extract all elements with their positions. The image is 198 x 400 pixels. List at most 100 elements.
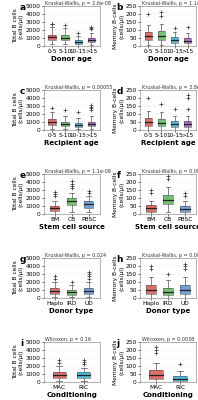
Bar bbox=[163, 195, 173, 204]
Text: Wilcoxon, p = 0.16: Wilcoxon, p = 0.16 bbox=[45, 336, 91, 342]
Bar bbox=[62, 35, 69, 40]
Bar bbox=[50, 288, 59, 294]
Bar bbox=[67, 290, 76, 295]
Text: Kruskal-Wallis, p = 0.0012: Kruskal-Wallis, p = 0.0012 bbox=[142, 253, 198, 258]
Bar bbox=[49, 119, 56, 125]
Bar bbox=[62, 122, 69, 126]
Text: e: e bbox=[20, 171, 26, 180]
Bar bbox=[67, 198, 76, 205]
Y-axis label: Total B cells
(cells/µl): Total B cells (cells/µl) bbox=[13, 9, 24, 43]
Text: j: j bbox=[116, 339, 120, 348]
Bar bbox=[158, 31, 165, 40]
Bar bbox=[49, 119, 56, 125]
Bar bbox=[184, 38, 191, 43]
Bar bbox=[146, 285, 156, 294]
Bar bbox=[49, 35, 56, 40]
Bar bbox=[62, 35, 69, 40]
Text: g: g bbox=[20, 255, 26, 264]
Text: h: h bbox=[116, 255, 123, 264]
Bar bbox=[53, 372, 66, 378]
Bar bbox=[180, 206, 190, 212]
Bar bbox=[145, 32, 152, 40]
Bar bbox=[146, 285, 156, 294]
Text: d: d bbox=[116, 87, 123, 96]
X-axis label: Recipient age: Recipient age bbox=[141, 140, 195, 146]
Bar bbox=[74, 123, 82, 127]
Bar bbox=[50, 206, 59, 211]
Bar bbox=[53, 372, 66, 378]
Bar bbox=[74, 40, 82, 44]
Bar bbox=[88, 38, 95, 42]
Bar bbox=[149, 370, 163, 379]
Y-axis label: Memory B-cells
(cells/µl): Memory B-cells (cells/µl) bbox=[113, 255, 124, 301]
Text: Kruskal-Wallis, p = 0.024: Kruskal-Wallis, p = 0.024 bbox=[45, 253, 106, 258]
X-axis label: Conditioning: Conditioning bbox=[46, 392, 97, 398]
Bar bbox=[74, 40, 82, 44]
Bar bbox=[49, 35, 56, 40]
X-axis label: Donor age: Donor age bbox=[148, 56, 188, 62]
Y-axis label: Total B cells
(cells/µl): Total B cells (cells/µl) bbox=[13, 261, 24, 295]
Text: Kruskal-Wallis, p = 0.00031: Kruskal-Wallis, p = 0.00031 bbox=[142, 169, 198, 174]
Text: Kruskal-Wallis, p = 1.1e-05: Kruskal-Wallis, p = 1.1e-05 bbox=[142, 1, 198, 6]
Bar bbox=[163, 195, 173, 204]
Bar bbox=[50, 206, 59, 211]
Bar bbox=[173, 376, 187, 381]
Bar bbox=[173, 376, 187, 381]
Bar bbox=[184, 38, 191, 43]
Text: Kruskal-Wallis, p = 1.1e-09: Kruskal-Wallis, p = 1.1e-09 bbox=[45, 169, 111, 174]
Bar bbox=[171, 37, 178, 43]
Text: Kruskal-Wallis, p = 2.6e-08: Kruskal-Wallis, p = 2.6e-08 bbox=[45, 1, 111, 6]
Bar bbox=[158, 119, 165, 126]
Bar bbox=[158, 119, 165, 126]
X-axis label: Donor age: Donor age bbox=[51, 56, 92, 62]
Text: Kruskal-Wallis, p = 0.00055: Kruskal-Wallis, p = 0.00055 bbox=[45, 85, 113, 90]
Bar bbox=[158, 31, 165, 40]
Bar bbox=[171, 121, 178, 127]
Bar bbox=[84, 201, 93, 208]
Text: i: i bbox=[20, 339, 23, 348]
Bar bbox=[88, 122, 95, 126]
Bar bbox=[145, 118, 152, 126]
Bar bbox=[146, 205, 156, 212]
Bar bbox=[84, 288, 93, 294]
Bar bbox=[184, 121, 191, 127]
Bar bbox=[180, 285, 190, 294]
Bar bbox=[180, 285, 190, 294]
Bar bbox=[74, 123, 82, 127]
Y-axis label: Memory B-cells
(cells/µl): Memory B-cells (cells/µl) bbox=[113, 171, 124, 217]
Bar bbox=[77, 372, 90, 378]
Bar bbox=[145, 118, 152, 126]
X-axis label: Donor type: Donor type bbox=[50, 308, 94, 314]
Y-axis label: Total B cells
(cells/µl): Total B cells (cells/µl) bbox=[13, 93, 24, 127]
Bar bbox=[171, 37, 178, 43]
Bar bbox=[50, 288, 59, 294]
Bar bbox=[67, 198, 76, 205]
Bar bbox=[180, 206, 190, 212]
Bar bbox=[149, 370, 163, 379]
Text: f: f bbox=[116, 171, 120, 180]
Bar bbox=[163, 288, 173, 295]
Bar bbox=[67, 290, 76, 295]
Bar bbox=[163, 288, 173, 295]
Text: Wilcoxon, p = 0.0038: Wilcoxon, p = 0.0038 bbox=[142, 336, 194, 342]
Text: c: c bbox=[20, 87, 25, 96]
Text: a: a bbox=[20, 3, 26, 12]
Text: b: b bbox=[116, 3, 123, 12]
Bar bbox=[88, 122, 95, 126]
X-axis label: Conditioning: Conditioning bbox=[143, 392, 193, 398]
Y-axis label: Memory B-cells
(cells/µl): Memory B-cells (cells/µl) bbox=[113, 339, 124, 385]
Y-axis label: Memory B-cells
(cells/µl): Memory B-cells (cells/µl) bbox=[113, 87, 124, 133]
Bar bbox=[184, 121, 191, 127]
X-axis label: Stem cell source: Stem cell source bbox=[135, 224, 198, 230]
Bar bbox=[84, 288, 93, 294]
Y-axis label: Total B cells
(cells/µl): Total B cells (cells/µl) bbox=[13, 345, 24, 379]
Bar bbox=[145, 32, 152, 40]
Y-axis label: Memory B-cells
(cells/µl): Memory B-cells (cells/µl) bbox=[113, 3, 124, 49]
Bar bbox=[62, 122, 69, 126]
Bar bbox=[88, 38, 95, 42]
X-axis label: Stem cell source: Stem cell source bbox=[39, 224, 105, 230]
Text: Kruskal-Wallis, p = 3.8e-05: Kruskal-Wallis, p = 3.8e-05 bbox=[142, 85, 198, 90]
Bar bbox=[84, 201, 93, 208]
Bar bbox=[146, 205, 156, 212]
Y-axis label: Total B cells
(cells/µl): Total B cells (cells/µl) bbox=[13, 177, 24, 211]
